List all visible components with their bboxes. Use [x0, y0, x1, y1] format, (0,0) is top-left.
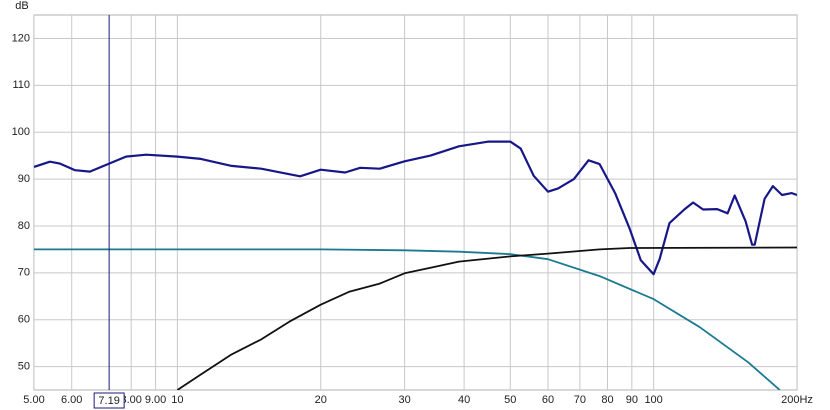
x-tick-label: 40 — [458, 394, 470, 406]
y-tick-label: 80 — [18, 220, 30, 232]
series-line — [34, 140, 797, 276]
x-tick-label: 9.00 — [145, 394, 166, 406]
x-tick-label: 10 — [171, 394, 183, 406]
series-line — [176, 246, 797, 390]
x-tick-label: 30 — [398, 394, 410, 406]
series-line — [34, 248, 781, 390]
x-tick-label: 60 — [542, 394, 554, 406]
x-tick-label: 6.00 — [61, 394, 82, 406]
x-tick-label: 200Hz — [781, 394, 813, 406]
y-tick-label: 50 — [18, 360, 30, 372]
x-tick-label: 100 — [644, 394, 662, 406]
y-tick-label: 120 — [12, 32, 30, 44]
x-tick-label: 80 — [601, 394, 613, 406]
x-tick-label: 90 — [626, 394, 638, 406]
plot-layer — [34, 15, 797, 390]
y-axis-label: dB — [15, 0, 28, 12]
y-tick-label: 60 — [18, 314, 30, 326]
x-tick-label: 5.00 — [23, 394, 44, 406]
y-tick-label: 70 — [18, 267, 30, 279]
y-tick-label: 90 — [18, 173, 30, 185]
cursor-label: 7.19 — [98, 395, 119, 407]
x-tick-label: 8.00 — [121, 394, 142, 406]
cursor-label-box — [93, 392, 125, 409]
y-tick-label: 100 — [12, 126, 30, 138]
x-tick-label: 70 — [574, 394, 586, 406]
plot-area — [33, 14, 798, 391]
y-tick-label: 110 — [12, 79, 30, 91]
x-tick-label: 20 — [315, 394, 327, 406]
x-tick-label: 50 — [504, 394, 516, 406]
